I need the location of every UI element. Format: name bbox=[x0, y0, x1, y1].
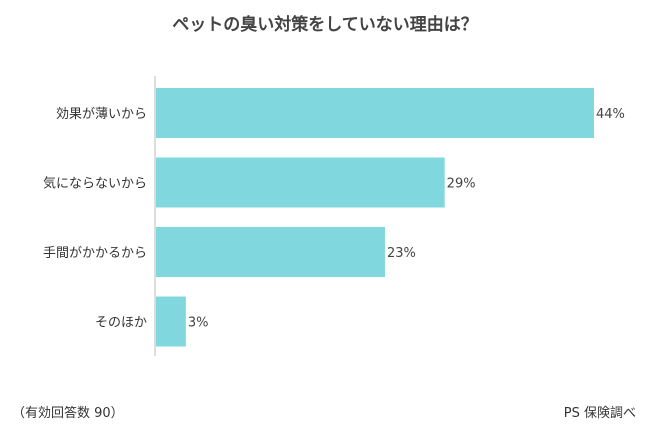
bar-2 bbox=[156, 227, 385, 277]
source-note: PS 保険調べ bbox=[563, 406, 636, 421]
chart-title: ペットの臭い対策をしていない理由は？ bbox=[172, 15, 478, 35]
value-label-3: 3% bbox=[188, 316, 209, 331]
category-label-3: そのほか bbox=[95, 316, 147, 331]
sample-size-note: （有効回答数 90） bbox=[12, 406, 124, 421]
value-label-2: 23% bbox=[387, 246, 416, 261]
value-label-0: 44% bbox=[596, 107, 625, 122]
category-label-0: 効果が薄いから bbox=[56, 107, 147, 122]
category-label-2: 手間がかかるから bbox=[43, 246, 147, 261]
value-label-1: 29% bbox=[447, 177, 476, 192]
bar-3 bbox=[156, 296, 186, 347]
category-label-1: 気にならないから bbox=[43, 176, 147, 192]
bar-1 bbox=[156, 157, 445, 208]
bar-chart: 効果が薄いから 44% 気にならないから 29% 手間がかかるから 23% そのほか 3% bbox=[43, 76, 625, 356]
bar-0 bbox=[156, 88, 594, 138]
